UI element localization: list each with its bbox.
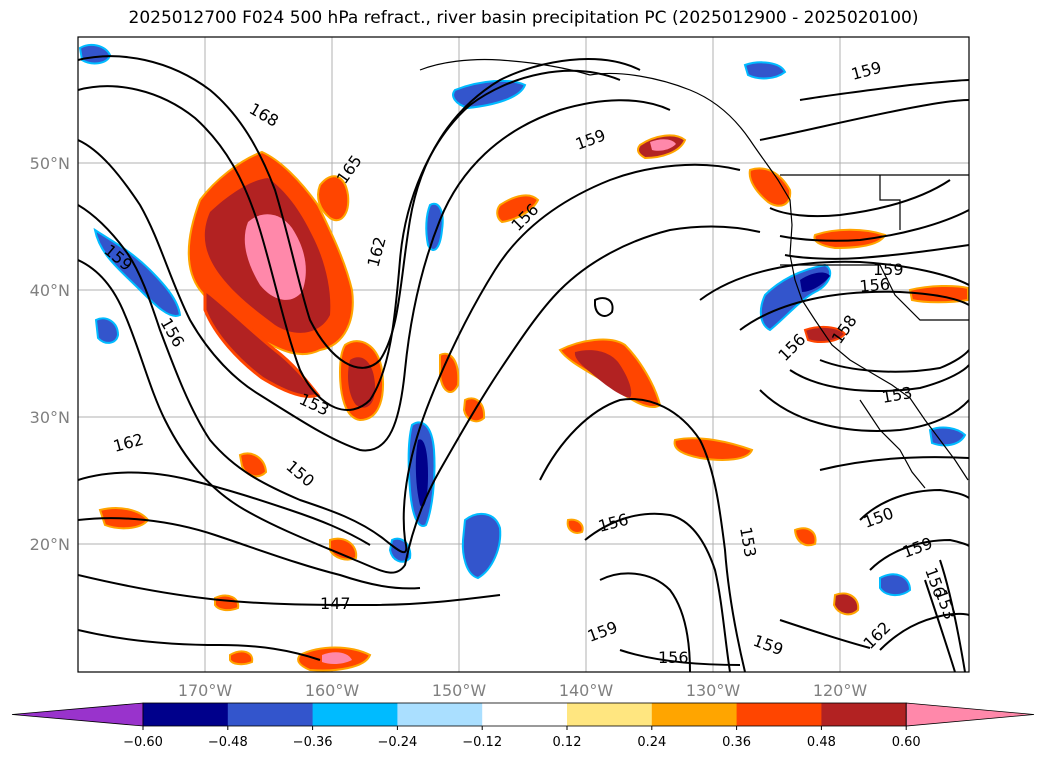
lon-label: 120°W (813, 681, 868, 700)
colorbar-segment (651, 703, 738, 726)
colorbar-tick-label: 0.60 (892, 735, 921, 750)
colorbar-tick-label: 0.12 (553, 735, 582, 750)
colorbar-tick-label: −0.48 (208, 735, 248, 750)
colorbar-segment (482, 703, 568, 726)
lat-label: 50°N (30, 154, 70, 173)
latitude-labels: 50°N 40°N 30°N 20°N (30, 154, 70, 554)
lon-label: 160°W (305, 681, 360, 700)
lon-label: 170°W (178, 681, 233, 700)
lat-label: 20°N (30, 535, 70, 554)
map-title: 2025012700 F024 500 hPa refract., river … (128, 8, 919, 28)
colorbar-segment (397, 703, 483, 726)
colorbar-segment (227, 703, 314, 726)
colorbar-segment (143, 703, 229, 726)
colorbar-tick-label: 0.48 (807, 735, 836, 750)
map-area (78, 37, 969, 672)
lon-label: 150°W (432, 681, 487, 700)
contour-label: 156 (859, 274, 891, 296)
colorbar-segment (736, 703, 822, 726)
longitude-labels: 170°W 160°W 150°W 140°W 130°W 120°W (178, 681, 868, 700)
colorbar: −0.60 −0.48 −0.36 −0.24 −0.12 0.12 0.24 0.36 0.4… (11, 702, 1035, 750)
contour-label: 156 (658, 648, 689, 667)
colorbar-extend-high (905, 702, 1035, 727)
colorbar-extend-low (11, 702, 144, 727)
colorbar-tick-label: 0.36 (722, 735, 751, 750)
contour-label: 147 (320, 594, 351, 613)
graticule (78, 37, 969, 672)
lat-label: 30°N (30, 408, 70, 427)
lon-label: 130°W (686, 681, 741, 700)
colorbar-tick-label: −0.24 (377, 735, 417, 750)
colorbar-tick-label: 0.24 (637, 735, 666, 750)
colorbar-segment (821, 703, 907, 726)
coastlines (419, 58, 969, 489)
lat-label: 40°N (30, 281, 70, 300)
colorbar-tick-label: −0.60 (123, 735, 163, 750)
lon-label: 140°W (559, 681, 614, 700)
colorbar-segment (312, 703, 398, 726)
colorbar-frame (142, 702, 907, 727)
colorbar-segment (567, 703, 653, 726)
precip-shading (78, 43, 969, 672)
contour-label: 159 (873, 260, 904, 279)
colorbar-tick-label: −0.36 (293, 735, 333, 750)
colorbar-tick-label: −0.12 (462, 735, 502, 750)
map-frame (77, 36, 970, 673)
contour-lines (78, 55, 969, 672)
